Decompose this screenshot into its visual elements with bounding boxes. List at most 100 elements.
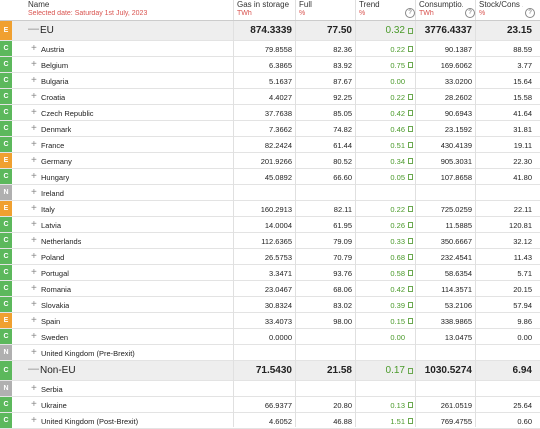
- column-title[interactable]: Gas in storage: [237, 0, 290, 9]
- help-icon[interactable]: ?: [465, 1, 475, 19]
- column-unit: %: [479, 10, 486, 17]
- country-name: Slovakia: [41, 300, 70, 310]
- cell-value: 3.3471: [269, 268, 292, 278]
- trend-icon: [408, 270, 413, 276]
- column-divider: [415, 0, 416, 427]
- expand-toggle[interactable]: +: [31, 171, 37, 182]
- expand-toggle[interactable]: +: [31, 347, 37, 358]
- cell-value: 83.92: [333, 60, 352, 70]
- country-name: Netherlands: [41, 236, 82, 246]
- cell-value: 80.52: [333, 156, 352, 166]
- column-unit: TWh: [237, 10, 252, 17]
- cell-value: 0.42: [390, 108, 405, 118]
- cell-value: 874.3339: [250, 25, 292, 36]
- cell-value: 0.34: [390, 156, 405, 166]
- cell-value: 66.60: [333, 172, 352, 182]
- table-row: C + Sweden 0.0000 0.00 13.0475 0.00: [0, 329, 540, 345]
- cell-value: 82.36: [333, 44, 352, 54]
- cell-value: 201.9266: [260, 156, 292, 166]
- country-name: Portugal: [41, 268, 69, 278]
- cell-value: 0.26: [390, 220, 405, 230]
- expand-toggle[interactable]: +: [31, 331, 37, 342]
- expand-toggle[interactable]: +: [31, 283, 37, 294]
- cell-value: 22.30: [513, 156, 532, 166]
- cell-value: 0.22: [390, 204, 405, 214]
- cell-value: 11.43: [513, 252, 532, 262]
- cell-value: 33.0200: [444, 76, 472, 86]
- group-row: C — Non-EU 71.5430 21.58 0.17 1030.5274 6.94: [0, 361, 540, 381]
- column-title[interactable]: Trend: [359, 0, 380, 9]
- status-badge: E: [0, 201, 12, 216]
- cell-value: 61.44: [333, 140, 352, 150]
- expand-toggle[interactable]: +: [31, 107, 37, 118]
- status-badge: N: [0, 345, 12, 360]
- expand-toggle[interactable]: +: [31, 59, 37, 70]
- cell-value: 32.12: [513, 236, 532, 246]
- cell-value: 430.4139: [440, 140, 472, 150]
- expand-toggle[interactable]: +: [31, 203, 37, 214]
- cell-value: 85.05: [333, 108, 352, 118]
- status-badge: C: [0, 137, 12, 152]
- country-name: EU: [40, 25, 54, 36]
- expand-toggle[interactable]: +: [31, 139, 37, 150]
- cell-value: 87.67: [333, 76, 352, 86]
- cell-value: 5.71: [517, 268, 532, 278]
- cell-value: 15.58: [513, 92, 532, 102]
- expand-toggle[interactable]: +: [31, 251, 37, 262]
- cell-value: 160.2913: [260, 204, 292, 214]
- trend-icon: [408, 368, 413, 374]
- expand-toggle[interactable]: +: [31, 383, 37, 394]
- expand-toggle[interactable]: +: [31, 123, 37, 134]
- expand-toggle[interactable]: +: [31, 415, 37, 426]
- expand-toggle[interactable]: —: [28, 363, 39, 375]
- status-badge: C: [0, 41, 12, 56]
- expand-toggle[interactable]: +: [31, 43, 37, 54]
- cell-value: 83.02: [333, 300, 352, 310]
- expand-toggle[interactable]: +: [31, 267, 37, 278]
- cell-value: 3.77: [517, 60, 532, 70]
- cell-value: 0.68: [390, 252, 405, 262]
- country-name: Poland: [41, 252, 65, 262]
- cell-value: 74.82: [333, 124, 352, 134]
- cell-value: 41.80: [513, 172, 532, 182]
- cell-value: 22.11: [513, 204, 532, 214]
- column-title[interactable]: Stock/Cons ...: [479, 0, 523, 9]
- expand-toggle[interactable]: +: [31, 219, 37, 230]
- status-badge: C: [0, 233, 12, 248]
- cell-value: 0.13: [390, 400, 405, 410]
- cell-value: 169.6062: [440, 60, 472, 70]
- expand-toggle[interactable]: +: [31, 315, 37, 326]
- table-row: C + Croatia 4.4027 92.25 0.22 28.2602 15.58: [0, 89, 540, 105]
- status-badge: C: [0, 169, 12, 184]
- help-icon[interactable]: ?: [525, 1, 535, 19]
- status-badge: C: [0, 397, 12, 412]
- expand-toggle[interactable]: +: [31, 75, 37, 86]
- expand-toggle[interactable]: +: [31, 187, 37, 198]
- cell-value: 0.22: [390, 92, 405, 102]
- help-icon[interactable]: ?: [405, 1, 415, 19]
- expand-toggle[interactable]: —: [28, 23, 39, 35]
- cell-value: 725.0259: [440, 204, 472, 214]
- cell-value: 23.15: [506, 25, 532, 36]
- expand-toggle[interactable]: +: [31, 235, 37, 246]
- column-title[interactable]: Consumptio...: [419, 0, 463, 9]
- cell-value: 0.00: [390, 332, 405, 342]
- expand-toggle[interactable]: +: [31, 399, 37, 410]
- country-name: Italy: [41, 204, 55, 214]
- cell-value: 13.0475: [444, 332, 472, 342]
- trend-icon: [408, 62, 413, 68]
- expand-toggle[interactable]: +: [31, 299, 37, 310]
- cell-value: 90.6943: [444, 108, 472, 118]
- column-title[interactable]: Full: [299, 0, 312, 9]
- cell-value: 0.05: [390, 172, 405, 182]
- trend-icon: [408, 222, 413, 228]
- cell-value: 7.3662: [269, 124, 292, 134]
- name-header: Name: [28, 0, 50, 9]
- trend-icon: [408, 238, 413, 244]
- cell-value: 98.00: [333, 316, 352, 326]
- expand-toggle[interactable]: +: [31, 155, 37, 166]
- country-name: United Kingdom (Post-Brexit): [41, 416, 139, 426]
- cell-value: 92.25: [333, 92, 352, 102]
- expand-toggle[interactable]: +: [31, 91, 37, 102]
- status-badge: C: [0, 105, 12, 120]
